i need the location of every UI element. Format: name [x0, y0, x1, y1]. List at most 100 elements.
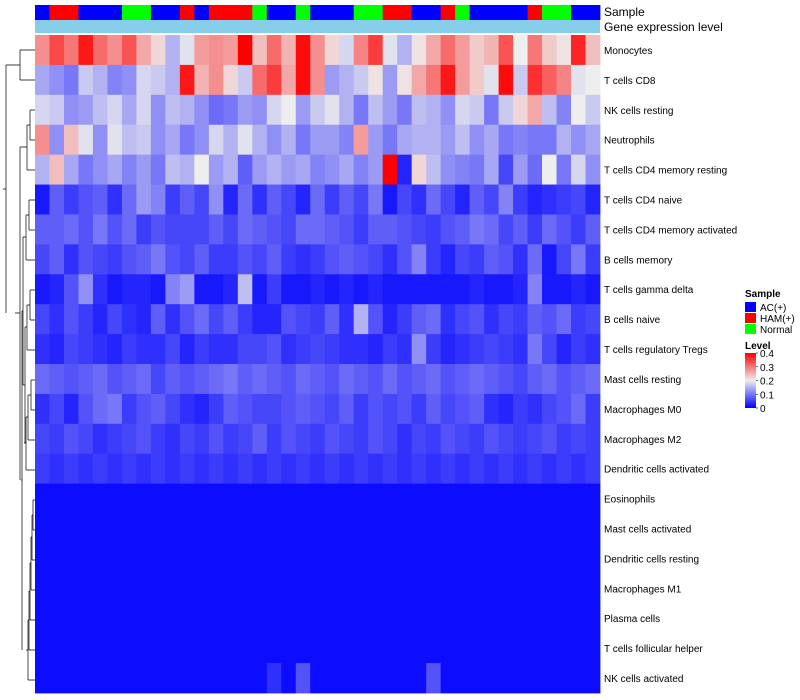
heatmap-cell	[78, 304, 94, 335]
heatmap-cell	[542, 304, 557, 335]
sample-annotation-cell	[63, 5, 79, 20]
heatmap-cell	[150, 124, 166, 156]
heatmap-cell	[353, 663, 369, 694]
heatmap-cell	[571, 573, 586, 604]
heatmap-cell	[266, 633, 282, 664]
heatmap-cell	[179, 124, 195, 156]
heatmap-cell	[295, 453, 311, 485]
heatmap-cell	[426, 154, 442, 185]
heatmap-cell	[208, 184, 224, 215]
heatmap-cell	[179, 184, 195, 215]
heatmap-cell	[455, 603, 471, 634]
heatmap-cell	[252, 663, 268, 694]
heatmap-cell	[498, 573, 514, 604]
heatmap-cell	[310, 244, 326, 275]
heatmap-cell	[78, 423, 94, 455]
heatmap-cell	[281, 423, 297, 455]
heatmap-cell	[136, 543, 152, 574]
heatmap-cell	[78, 64, 94, 96]
heatmap-cell	[63, 124, 79, 156]
heatmap-cell	[382, 423, 398, 455]
heatmap-cell	[179, 423, 195, 455]
heatmap-cell	[150, 633, 166, 664]
heatmap-cell	[484, 274, 499, 305]
heatmap-cell	[339, 94, 355, 126]
row-label: Eosinophils	[604, 495, 655, 506]
heatmap-cell	[353, 334, 369, 365]
heatmap-cell	[266, 393, 282, 425]
heatmap-cell	[339, 543, 355, 574]
heatmap-cell	[78, 633, 94, 664]
heatmap-cell	[426, 244, 442, 275]
heatmap-cell	[411, 423, 427, 455]
heatmap-cell	[266, 423, 282, 455]
heatmap-cell	[92, 603, 108, 634]
row-label: Mast cells activated	[604, 525, 691, 536]
heatmap-cell	[237, 364, 253, 395]
sample-annotation-cell	[295, 5, 311, 20]
heatmap-cell	[194, 573, 210, 604]
heatmap-cell	[426, 573, 442, 604]
heatmap-cell	[440, 274, 456, 305]
row-label: T cells CD8	[604, 76, 656, 87]
heatmap-cell	[208, 633, 224, 664]
heatmap-cell	[411, 663, 427, 694]
heatmap-cell	[397, 274, 413, 305]
heatmap-cell	[368, 663, 384, 694]
heatmap-cell	[136, 214, 152, 245]
heatmap-cell	[513, 334, 528, 365]
sample-annotation-cell	[165, 5, 181, 20]
heatmap-cell	[295, 94, 311, 126]
heatmap-cell	[165, 244, 181, 275]
heatmap-cell	[513, 483, 528, 514]
heatmap-cell	[426, 513, 442, 544]
heatmap-cell	[179, 663, 195, 694]
heatmap-cell	[498, 393, 514, 425]
sample-annotation-label: Sample	[604, 5, 645, 19]
row-label: T cells CD4 naive	[604, 196, 683, 207]
heatmap-cell	[339, 334, 355, 365]
heatmap-cell	[455, 453, 471, 485]
heatmap-cell	[121, 274, 137, 305]
heatmap-cell	[382, 633, 398, 664]
heatmap-cell	[455, 124, 471, 156]
heatmap-cell	[266, 364, 282, 395]
heatmap-cell	[426, 364, 442, 395]
heatmap-cell	[150, 64, 166, 96]
legend-level-tick-label: 0.4	[760, 349, 774, 360]
heatmap-cell	[237, 35, 253, 66]
sample-annotation-cell	[237, 5, 253, 20]
heatmap-cell	[469, 573, 485, 604]
heatmap-cell	[223, 453, 239, 485]
heatmap-cell	[107, 124, 123, 156]
heatmap-cell	[484, 543, 499, 574]
heatmap-cell	[397, 543, 413, 574]
heatmap-cell	[585, 274, 601, 305]
heatmap-cell	[411, 603, 427, 634]
heatmap-cell	[542, 483, 557, 514]
heatmap-cell	[469, 274, 485, 305]
heatmap-cell	[150, 334, 166, 365]
legend-sample-swatch	[745, 313, 756, 323]
heatmap-cell	[208, 393, 224, 425]
heatmap-cell	[237, 573, 253, 604]
heatmap-cell	[542, 94, 557, 126]
heatmap-cell	[353, 244, 369, 275]
heatmap-cell	[63, 304, 79, 335]
heatmap-cell	[527, 573, 543, 604]
heatmap-cell	[35, 64, 50, 96]
heatmap-cell	[295, 214, 311, 245]
heatmap-cell	[92, 184, 108, 215]
sample-annotation-cell	[397, 5, 413, 20]
heatmap-cell	[353, 274, 369, 305]
legend-level-gradient	[745, 353, 756, 408]
heatmap-cell	[63, 364, 79, 395]
heatmap-cell	[382, 393, 398, 425]
heatmap-cell	[150, 483, 166, 514]
legend-sample-title: Sample	[745, 289, 781, 300]
sample-annotation-cell	[107, 5, 123, 20]
heatmap-cell	[194, 304, 210, 335]
heatmap-cell	[556, 423, 572, 455]
heatmap-cell	[63, 274, 79, 305]
heatmap-cell	[281, 274, 297, 305]
